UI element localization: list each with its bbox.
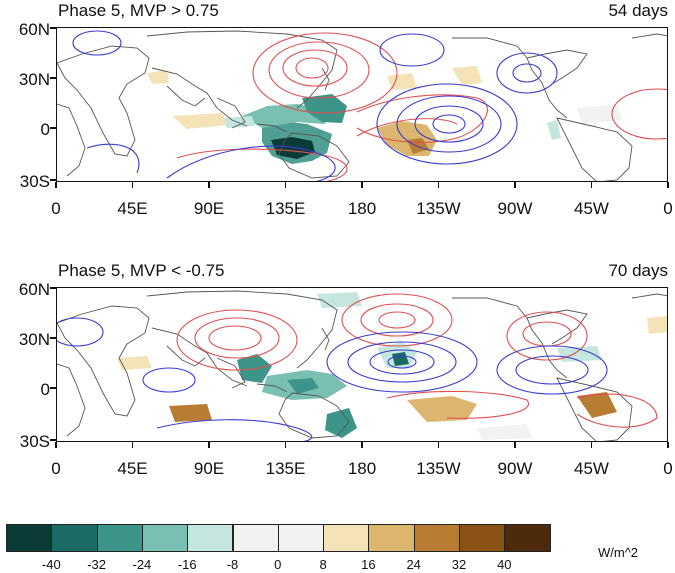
colorbar-box xyxy=(141,524,189,552)
panel-1-lon-label: 0 xyxy=(663,199,673,218)
panel-1-coastlines xyxy=(57,30,667,181)
panel-2-positive-contours xyxy=(176,293,658,428)
colorbar-label: -40 xyxy=(41,557,61,572)
panel-2-lat-60n: 60N xyxy=(18,280,50,299)
colorbar-label: -32 xyxy=(87,557,106,572)
panel-2-lon-tick xyxy=(514,442,516,448)
panel-2-lon-label: 0 xyxy=(51,459,61,478)
panel-1-positive-contours xyxy=(176,32,667,181)
panel-1-negative-contours xyxy=(72,30,558,181)
panel-1-map-svg xyxy=(57,30,667,181)
colorbar-label: -8 xyxy=(226,557,239,572)
panel-1-lat-tick xyxy=(50,179,56,181)
colorbar-box xyxy=(6,524,53,552)
panel-1-lon-label: 135E xyxy=(265,199,306,218)
colorbar-label: 8 xyxy=(319,557,327,572)
panel-1-title: Phase 5, MVP > 0.75 xyxy=(58,1,219,20)
panel-1-lon-label: 135W xyxy=(416,199,461,218)
panel-2-coastlines xyxy=(57,290,667,441)
panel-2-lon-label: 180 xyxy=(347,459,377,478)
panel-1-lon-label: 90E xyxy=(193,199,225,218)
colorbar-box xyxy=(232,524,279,552)
panel-1-olr-shading xyxy=(147,66,622,164)
panel-2-lon-label: 90E xyxy=(193,459,225,478)
panel-2-days: 70 days xyxy=(608,261,668,280)
colorbar-label: 32 xyxy=(451,557,467,572)
colorbar-box xyxy=(323,524,370,552)
panel-1-lat-0: 0 xyxy=(40,120,50,139)
panel-1-lon-tick xyxy=(667,182,669,188)
colorbar-label: 16 xyxy=(361,557,376,572)
panel-1-map xyxy=(56,27,668,182)
panel-2-title: Phase 5, MVP < -0.75 xyxy=(58,261,225,280)
panel-2-lon-tick xyxy=(284,442,287,448)
colorbar-box xyxy=(96,524,143,552)
panel-2-lon-tick xyxy=(208,442,210,448)
panel-2-lon-label: 135W xyxy=(416,459,461,478)
colorbar-box xyxy=(51,524,98,552)
panel-1-lon-label: 0 xyxy=(51,199,61,218)
panel-1-lat-30n: 30N xyxy=(18,70,50,89)
panel-1-lon-label: 90W xyxy=(497,199,533,218)
panel-1-lat-tick xyxy=(50,77,56,79)
panel-1-lon-tick xyxy=(361,182,363,188)
panel-2-map xyxy=(56,287,668,442)
colorbar-box xyxy=(504,524,551,552)
panel-2-lat-tick xyxy=(50,287,56,289)
colorbar-label: 40 xyxy=(497,557,512,572)
panel-2-map-svg xyxy=(57,290,667,441)
panel-1-lon-label: 45E xyxy=(117,199,148,218)
panel-1-lon-tick xyxy=(131,182,134,188)
panel-2-lon-tick xyxy=(437,442,440,448)
panel-2-lat-tick xyxy=(50,337,56,339)
panel-2-lat-0: 0 xyxy=(40,380,50,399)
panel-2-lat-tick xyxy=(50,387,56,389)
colorbar-box xyxy=(187,524,234,552)
panel-2-lon-tick xyxy=(55,442,57,448)
panel-1-lon-tick xyxy=(590,182,593,188)
colorbar-label: -16 xyxy=(177,557,197,572)
panel-1-lon-tick xyxy=(514,182,516,188)
colorbar-label: 24 xyxy=(406,557,421,572)
colorbar-box xyxy=(368,524,415,552)
panel-2-lon-label: 90W xyxy=(497,459,533,478)
panel-1-lon-tick xyxy=(437,182,440,188)
panel-1-lon-tick xyxy=(208,182,210,188)
panel-2-lon-tick xyxy=(361,442,363,448)
colorbar-box xyxy=(459,524,506,552)
colorbar-box xyxy=(413,524,460,552)
panel-2-lon-tick xyxy=(131,442,134,448)
panel-1-lon-label: 45W xyxy=(574,199,609,218)
panel-2-lat-30s: 30S xyxy=(19,432,50,451)
panel-2-lat-tick xyxy=(50,439,56,441)
panel-2-lon-tick xyxy=(590,442,593,448)
colorbar-label: -24 xyxy=(132,557,152,572)
colorbar-label: 0 xyxy=(274,557,282,572)
panel-2-negative-contours xyxy=(57,317,608,441)
panel-2-lon-label: 45E xyxy=(117,459,148,478)
panel-2-lon-tick xyxy=(667,442,669,448)
panel-2-lon-label: 45W xyxy=(574,459,609,478)
panel-1-lon-label: 180 xyxy=(347,199,377,218)
panel-1-lon-tick xyxy=(284,182,287,188)
panel-1-lat-tick xyxy=(50,127,56,129)
panel-2-lat-30n: 30N xyxy=(18,330,50,349)
panel-1-days: 54 days xyxy=(608,1,668,20)
panel-1-lat-30s: 30S xyxy=(19,172,50,191)
colorbar-units: W/m^2 xyxy=(598,545,639,560)
panel-2-lon-label: 135E xyxy=(265,459,306,478)
panel-2-lon-label: 0 xyxy=(663,459,673,478)
colorbar-box xyxy=(277,524,325,552)
panel-1-lat-tick xyxy=(50,27,56,29)
panel-1-lat-60n: 60N xyxy=(18,20,50,39)
panel-1-lon-tick xyxy=(55,182,57,188)
